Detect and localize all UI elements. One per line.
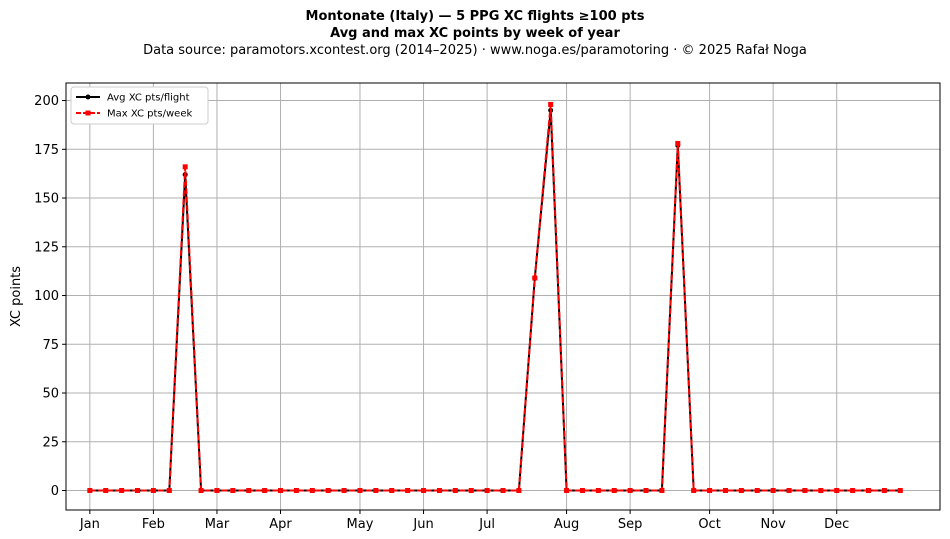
max-data-point (198, 488, 204, 494)
max-data-point (627, 488, 633, 494)
series-max (87, 101, 903, 494)
y-tick-label: 200 (34, 94, 59, 109)
x-tick-label: Aug (554, 517, 579, 532)
max-data-point (659, 488, 665, 494)
legend-box (70, 86, 209, 125)
series-avg (87, 107, 903, 494)
max-data-point (293, 488, 299, 494)
max-data-point (405, 488, 411, 494)
max-data-point (675, 140, 681, 146)
max-data-point (119, 488, 125, 494)
x-tick-label: Jun (412, 517, 433, 532)
x-tick-label: Mar (205, 517, 230, 532)
series-layer (87, 101, 903, 494)
plot-area-frame (65, 82, 941, 511)
max-data-point (246, 488, 252, 494)
y-tick-label: 75 (42, 338, 59, 353)
max-data-point (579, 488, 585, 494)
x-tick-label: Feb (142, 517, 165, 532)
max-data-point (452, 488, 458, 494)
y-tick-label: 25 (42, 435, 59, 450)
max-data-point (373, 488, 379, 494)
max-data-point (722, 488, 728, 494)
x-tick-label: Jul (478, 517, 495, 532)
max-data-point (500, 488, 506, 494)
max-data-point (214, 488, 220, 494)
max-data-point (770, 488, 776, 494)
y-tick-label: 100 (34, 289, 59, 304)
y-axis-label: XC points (9, 266, 24, 327)
x-tick-label: Jan (79, 517, 100, 532)
legend: Avg XC pts/flight Max XC pts/week (70, 86, 209, 125)
legend-item-avg: Avg XC pts/flight (76, 93, 190, 104)
max-data-point (786, 488, 792, 494)
x-tick-label: May (347, 517, 374, 532)
legend-item-max: Max XC pts/week (76, 109, 192, 120)
x-tick-label: Oct (698, 517, 720, 532)
max-data-point (341, 488, 347, 494)
y-tick-label: 50 (42, 387, 59, 402)
max-data-point (230, 488, 236, 494)
x-axis: Jan Feb Mar Apr May Jun Jul Aug Sep Oct Nov Dec (79, 510, 849, 532)
y-tick-label: 0 (51, 484, 59, 499)
max-data-point (87, 488, 93, 494)
max-data-point (707, 488, 713, 494)
max-data-point (262, 488, 268, 494)
max-data-point (548, 101, 554, 107)
max-data-point (468, 488, 474, 494)
max-data-point (278, 488, 284, 494)
max-data-point (865, 488, 871, 494)
max-data-point (103, 488, 109, 494)
data-source-note: Data source: paramotors.xcontest.org (20… (143, 43, 807, 58)
x-tick-label: Nov (760, 517, 786, 532)
max-data-point (516, 488, 522, 494)
max-data-point (738, 488, 744, 494)
max-data-point (150, 488, 156, 494)
max-data-point (564, 488, 570, 494)
x-tick-label: Sep (618, 517, 643, 532)
y-tick-label: 175 (34, 143, 59, 158)
max-data-point (595, 488, 601, 494)
max-data-point (389, 488, 395, 494)
max-data-point (166, 488, 172, 494)
max-data-point (818, 488, 824, 494)
max-data-point (182, 164, 188, 170)
legend-avg-label: Avg XC pts/flight (107, 93, 190, 104)
max-data-point (484, 488, 490, 494)
legend-avg-marker (85, 94, 91, 100)
max-data-point (881, 488, 887, 494)
max-data-point (802, 488, 808, 494)
x-tick-label: Apr (269, 517, 292, 532)
x-tick-label: Dec (824, 517, 849, 532)
max-data-point (309, 488, 315, 494)
max-data-point (754, 488, 760, 494)
max-data-point (325, 488, 331, 494)
chart-titles: Montonate (Italy) — 5 PPG XC flights ≥10… (0, 8, 950, 60)
avg-series-line (89, 109, 901, 492)
grid-lines (66, 83, 940, 510)
max-data-point (691, 488, 697, 494)
max-data-point (611, 488, 617, 494)
y-axis: 0 25 50 75 100 125 150 175 200 (34, 94, 66, 499)
max-series-line (89, 103, 901, 492)
max-data-point (897, 488, 903, 494)
max-data-point (643, 488, 649, 494)
max-data-point (834, 488, 840, 494)
legend-max-marker (85, 110, 91, 116)
y-tick-label: 150 (34, 192, 59, 207)
chart-subtitle: Avg and max XC points by week of year (330, 26, 620, 41)
max-data-point (436, 488, 442, 494)
max-data-point (850, 488, 856, 494)
max-data-point (135, 488, 141, 494)
max-data-point (357, 488, 363, 494)
max-data-point (532, 275, 538, 281)
chart-title: Montonate (Italy) — 5 PPG XC flights ≥10… (305, 9, 645, 24)
y-tick-label: 125 (34, 240, 59, 255)
max-data-point (421, 488, 427, 494)
legend-max-label: Max XC pts/week (107, 109, 192, 120)
